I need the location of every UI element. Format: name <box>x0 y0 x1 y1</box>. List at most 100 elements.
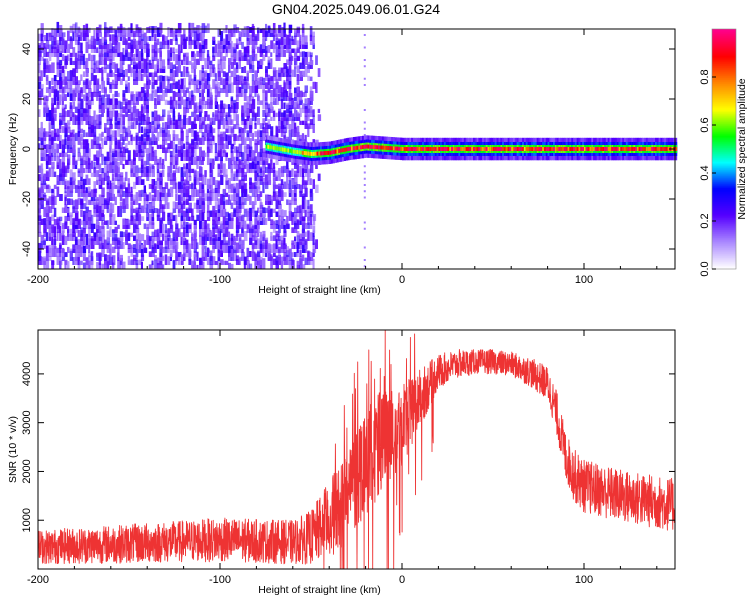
signal-cell <box>538 147 541 151</box>
spectrogram-cell <box>230 159 233 165</box>
spectrogram-cell <box>206 233 210 241</box>
y-tick-label: -40 <box>21 241 33 257</box>
spectrogram-cell <box>230 183 234 193</box>
spectrogram-cell <box>235 123 240 129</box>
spectrogram-cell <box>259 217 263 225</box>
spectrogram-cell <box>206 257 211 265</box>
spectrogram-cell <box>154 41 157 49</box>
spectrogram-cell <box>51 148 55 153</box>
spectrogram-cell <box>96 197 99 201</box>
spectrogram-cell <box>201 45 206 53</box>
signal-cell <box>569 147 572 151</box>
spectrogram-cell <box>82 236 85 245</box>
spectrogram-cell <box>235 230 239 237</box>
spectrogram-cell <box>288 75 292 81</box>
spectrogram-cell <box>82 178 87 185</box>
spectrogram-cell <box>222 169 226 177</box>
spectrogram-cell <box>309 224 313 229</box>
spectrogram-cell <box>188 162 192 169</box>
spectrogram-cell <box>222 44 227 49</box>
spectrogram-cell <box>296 264 300 269</box>
spectrogram-cell <box>185 163 189 169</box>
signal-cell <box>567 147 570 151</box>
spectrogram-cell <box>67 198 71 205</box>
spectrogram-cell <box>45 156 49 161</box>
spectrogram-cell <box>309 232 313 241</box>
spectrogram-cell <box>154 119 158 129</box>
colorbar-swatch <box>712 157 736 160</box>
spectrogram-cell <box>117 36 120 41</box>
spectrogram-cell <box>109 256 113 265</box>
signal-cell <box>500 147 503 151</box>
spectrogram-cell <box>56 30 60 37</box>
signal-cell <box>285 148 288 153</box>
spectrogram-cell <box>59 64 62 69</box>
spectrogram-cell <box>188 224 192 229</box>
spectrogram-cell <box>233 193 236 201</box>
spectrogram-cell <box>241 105 244 113</box>
spectrogram-cell <box>117 237 121 245</box>
spectrogram-cell <box>270 248 274 253</box>
spectrogram-cell <box>167 100 170 105</box>
spectrogram-cell <box>148 163 152 173</box>
signal-cell <box>392 146 396 151</box>
spectrogram-cell <box>96 32 99 37</box>
spectrogram-cell <box>125 32 129 37</box>
spectrogram-cell <box>222 163 226 169</box>
spectrogram-cell <box>270 81 274 89</box>
spectrogram-cell <box>304 231 307 237</box>
spectrogram-cell <box>262 170 265 177</box>
spectrogram-cell <box>164 138 168 145</box>
spectrogram-cell <box>48 152 52 161</box>
spectrogram-cell <box>69 70 74 81</box>
spectrogram-cell <box>175 167 179 173</box>
spectrogram-cell <box>196 33 200 41</box>
spectrogram-cell <box>275 233 279 241</box>
spectrogram-cell <box>98 68 103 73</box>
spectrogram-cell <box>90 139 94 149</box>
spectrogram-cell <box>191 22 195 33</box>
spectrogram-cell <box>146 126 149 133</box>
spectrogram-cell <box>230 61 235 69</box>
spectrogram-cell <box>199 111 202 117</box>
spectrogram-cell <box>169 212 174 221</box>
signal-cell <box>320 151 323 156</box>
spectrogram-cell <box>288 130 292 141</box>
spectrogram-cell <box>117 68 120 73</box>
spectrogram-cell <box>85 244 88 249</box>
spectrogram-cell <box>151 116 155 121</box>
x-tick-label: 0 <box>399 574 405 586</box>
signal-cell <box>604 147 607 151</box>
spectrogram-cell <box>262 236 265 241</box>
spectrogram-cell <box>191 95 194 101</box>
spectrogram-cell <box>233 59 237 65</box>
spectrogram-cell <box>101 171 105 181</box>
spectrogram-cell <box>104 140 108 145</box>
signal-cell <box>298 150 301 155</box>
spectrogram-cell <box>172 177 177 185</box>
spectrogram-cell <box>106 220 109 229</box>
spectrogram-cell <box>154 259 158 269</box>
spectrogram-cell <box>56 43 60 49</box>
spectrogram-cell <box>363 34 366 36</box>
spectrogram-cell <box>169 38 173 45</box>
signal-cell <box>636 147 639 151</box>
spectrogram-cell <box>90 67 94 73</box>
spectrogram-cell <box>199 70 202 81</box>
spectrogram-cell <box>106 242 110 249</box>
spectrogram-cell <box>154 181 158 185</box>
spectrogram-cell <box>278 168 281 177</box>
colorbar-swatch <box>712 177 736 180</box>
spectrogram-cell <box>209 250 213 261</box>
spectrogram-cell <box>225 223 229 233</box>
spectrogram-cell <box>278 30 282 37</box>
signal-cell <box>345 147 348 152</box>
spectrogram-cell <box>235 163 239 169</box>
spectrogram-cell <box>230 119 234 125</box>
spectrogram-cell <box>106 261 110 269</box>
spectrogram-cell <box>85 168 89 173</box>
spectrogram-cell <box>233 67 237 77</box>
spectrogram-cell <box>270 224 274 229</box>
spectrogram-cell <box>93 232 97 237</box>
spectrogram-cell <box>315 239 318 249</box>
